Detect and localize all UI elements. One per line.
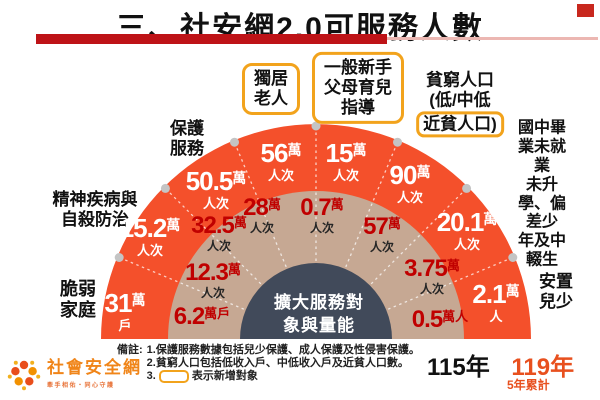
fan-chart — [101, 121, 531, 340]
poverty-label-new-target-box: 近貧人口) — [416, 111, 504, 138]
flower-people-icon — [7, 360, 41, 391]
category-label-protective-services: 保護 服務 — [170, 118, 204, 158]
logo-text: 社會安全網 — [47, 358, 142, 378]
value-115-poverty: 57萬 人次 — [363, 213, 401, 254]
corner-accent — [577, 4, 594, 17]
category-label-placed-children: 安置 兒少 — [539, 271, 573, 311]
value-119-placed-children: 2.1萬 人 — [472, 279, 520, 324]
legend-year-119: 119年 — [511, 354, 575, 381]
value-119-new-parents: 15萬 人次 — [325, 138, 367, 183]
new-target-box-swatch — [158, 370, 189, 383]
footnotes-prefix: 備註: — [117, 344, 143, 356]
legend-years: 115年 119年 — [427, 347, 574, 382]
legend-year-115: 115年 — [427, 354, 490, 381]
footnotes: 備註: 1.保護服務數據包括兒少保護、成人保護及性侵害保護。 2.貧窮人口包括低… — [117, 344, 420, 383]
value-115-vulnerable-families: 6.2萬戶 — [173, 303, 231, 330]
logo-slogan: 牽手相佑・同心守護 — [47, 382, 115, 389]
segment-boundary-dots — [114, 121, 518, 262]
category-label-poverty-population: 貧窮人口 (低/中低 近貧人口) — [416, 70, 504, 138]
category-label-elderly-living-alone: 獨居 老人 — [242, 62, 300, 116]
value-115-elderly-alone: 28萬 人次 — [243, 194, 281, 235]
value-119-vulnerable-families: 31萬 戶 — [104, 288, 146, 333]
value-115-mental-illness: 12.3萬 人次 — [185, 259, 241, 300]
center-hub — [240, 263, 392, 339]
value-119-dropouts: 20.1萬 人次 — [436, 207, 498, 252]
category-label-vulnerable-families: 脆弱 家庭 — [60, 278, 96, 320]
value-115-protective-services: 32.5萬 人次 — [191, 212, 247, 253]
center-hub-label: 擴大服務對 象與量能 — [274, 293, 364, 335]
category-label-new-parents-childcare-guidance: 一般新手 父母育兒 指導 — [312, 51, 404, 125]
value-119-elderly-alone: 56萬 人次 — [260, 138, 302, 183]
category-label-mental-illness-suicide-prevention: 精神疾病與 自殺防治 — [52, 189, 138, 229]
category-label-junior-high-dropouts: 國中畢業未就業 未升學、偏差少 年及中輟生 — [517, 119, 566, 269]
value-119-poverty: 90萬 人次 — [389, 160, 431, 205]
poverty-label-text: 貧窮人口 (低/中低 — [425, 70, 494, 110]
value-115-placed-children: 0.5萬人 — [411, 306, 469, 333]
legend-cumulative-note: 5年累計 — [507, 378, 550, 392]
footnote-1: 1.保護服務數據包括兒少保護、成人保護及性侵害保護。 — [146, 344, 420, 356]
footnote-3: 3. 表示新增對象 — [146, 370, 258, 383]
logo-social-safety-net: 社會安全網 牽手相佑・同心守護 — [6, 356, 142, 392]
segment-boundary-lines — [119, 127, 513, 310]
footnote-2: 2.貧窮人口包括低收入戶、中低收入戶及近貧人口數。 — [146, 357, 409, 369]
value-119-protective-services: 50.5萬 人次 — [185, 166, 247, 211]
value-115-new-parents: 0.7萬 人次 — [300, 194, 344, 235]
value-119-mental-illness: 15.2萬 人次 — [119, 213, 181, 258]
value-115-dropouts: 3.75萬 人次 — [404, 255, 460, 296]
title-underline-red — [36, 34, 387, 44]
